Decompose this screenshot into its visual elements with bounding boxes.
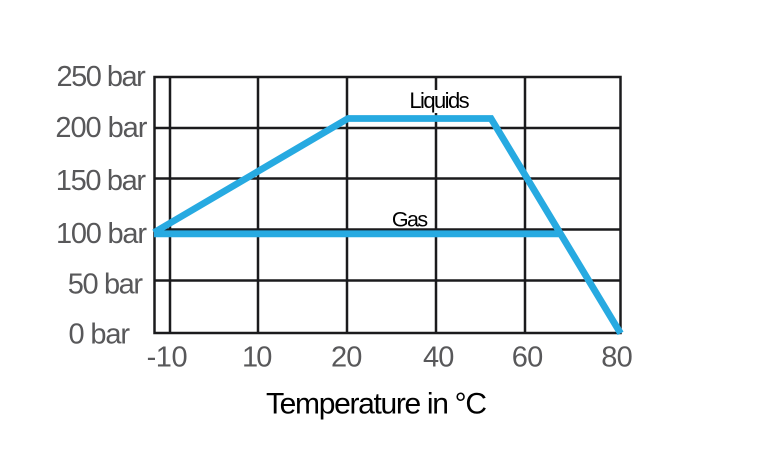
- svg-text:-10: -10: [147, 342, 188, 374]
- svg-text:Gas: Gas: [392, 208, 428, 232]
- svg-text:200 bar: 200 bar: [55, 112, 147, 144]
- svg-text:250 bar: 250 bar: [57, 61, 147, 93]
- svg-text:100 bar: 100 bar: [56, 218, 147, 250]
- svg-text:60: 60: [512, 342, 544, 374]
- svg-text:50 bar: 50 bar: [68, 268, 144, 300]
- svg-text:80: 80: [601, 342, 633, 374]
- svg-text:10: 10: [242, 342, 273, 374]
- svg-text:Temperature in °C: Temperature in °C: [266, 388, 487, 421]
- svg-text:150 bar: 150 bar: [56, 165, 147, 197]
- svg-text:40: 40: [423, 342, 455, 374]
- svg-text:0 bar: 0 bar: [69, 318, 131, 350]
- svg-text:Liquids: Liquids: [409, 88, 469, 113]
- svg-text:20: 20: [331, 342, 363, 374]
